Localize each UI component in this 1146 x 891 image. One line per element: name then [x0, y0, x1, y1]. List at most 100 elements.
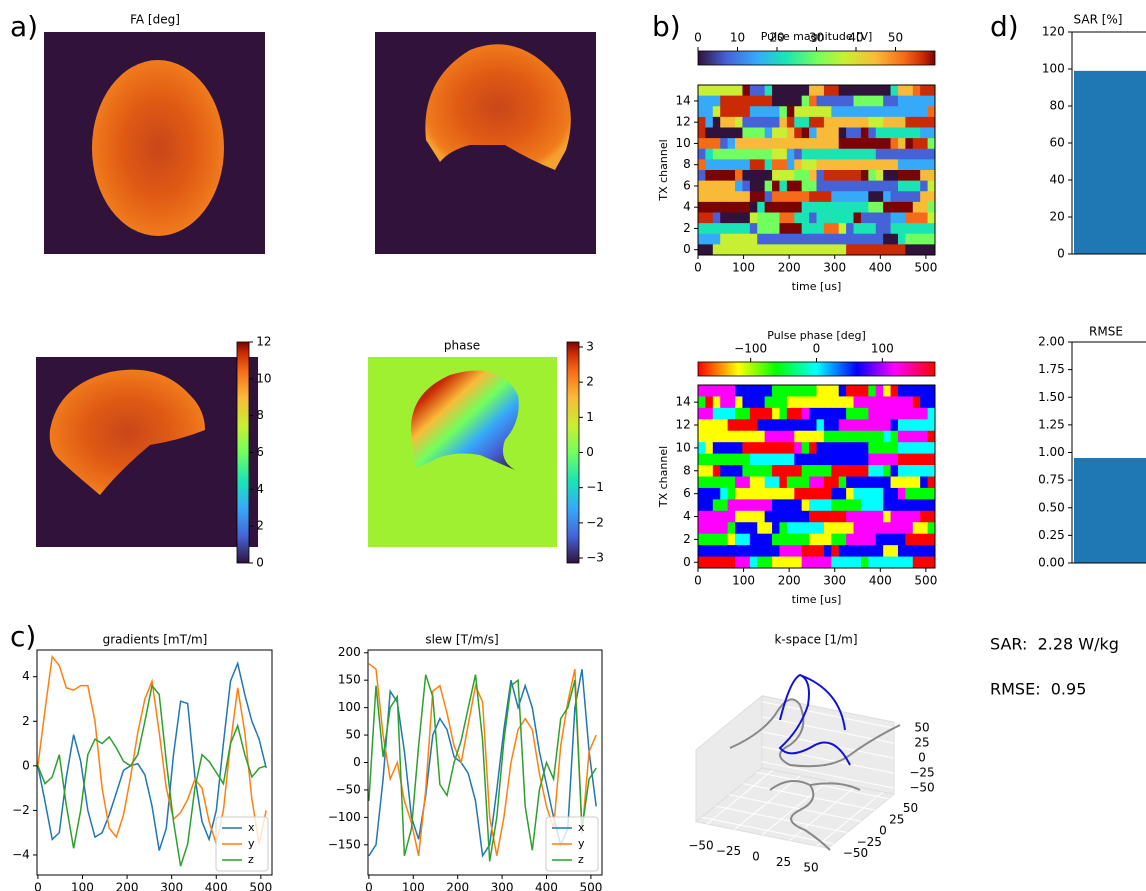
heatmap-texture [735, 465, 743, 477]
heatmap-texture [787, 191, 795, 202]
heatmap-texture [705, 522, 713, 534]
heatmap-texture [720, 499, 728, 511]
heatmap-texture [831, 181, 839, 192]
heatmap-texture [713, 85, 721, 96]
heatmap-texture [728, 202, 736, 213]
heatmap-texture [905, 170, 913, 181]
heatmap-texture [928, 106, 936, 117]
heatmap-texture [735, 454, 743, 466]
heatmap-texture [779, 96, 787, 107]
heatmap-texture [817, 244, 825, 255]
heatmap-texture [817, 396, 825, 408]
heatmap-texture [750, 522, 758, 534]
heatmap-texture [898, 85, 906, 96]
heatmap-texture [698, 234, 706, 245]
heatmap-texture [854, 408, 862, 420]
heatmap-texture [757, 96, 765, 107]
heatmap-texture [720, 128, 728, 139]
heatmap-texture [720, 191, 728, 202]
heatmap-texture [757, 419, 765, 431]
heatmap-texture [802, 477, 810, 489]
heatmap-texture [854, 117, 862, 128]
heatmap-texture [905, 181, 913, 192]
heatmap-texture [928, 170, 936, 181]
heatmap-texture [920, 223, 928, 234]
heatmap-texture [854, 170, 862, 181]
heatmap-texture [802, 465, 810, 477]
heatmap-texture [824, 522, 832, 534]
chart-title: k-space [1/m] [774, 633, 857, 647]
heatmap-texture [846, 128, 854, 139]
heatmap-texture [720, 149, 728, 160]
heatmap-texture [735, 96, 743, 107]
heatmap-texture [928, 223, 936, 234]
heatmap-texture [705, 117, 713, 128]
heatmap-texture [928, 522, 936, 534]
heatmap-texture [928, 431, 936, 443]
x-tick-label: 500 [914, 260, 937, 274]
heatmap-texture [802, 128, 810, 139]
y-tick-label: 6 [256, 445, 264, 459]
heatmap-texture [913, 244, 921, 255]
heatmap-texture [705, 106, 713, 117]
brain-slice [92, 60, 224, 236]
heatmap-texture [713, 499, 721, 511]
heatmap-texture [713, 465, 721, 477]
heatmap-texture [802, 96, 810, 107]
heatmap-texture [913, 385, 921, 397]
heatmap-texture [817, 557, 825, 569]
heatmap-texture [720, 85, 728, 96]
heatmap-texture [824, 557, 832, 569]
heatmap-texture [861, 431, 869, 443]
heatmap-texture [772, 534, 780, 546]
heatmap-texture [876, 534, 884, 546]
heatmap-texture [905, 244, 913, 255]
heatmap-texture [891, 511, 899, 523]
heatmap-texture [735, 511, 743, 523]
heatmap-texture [728, 223, 736, 234]
heatmap-texture [705, 128, 713, 139]
panel-label: d) [990, 10, 1019, 43]
heatmap-texture [742, 181, 750, 192]
heatmap-texture [854, 499, 862, 511]
heatmap-texture [920, 170, 928, 181]
heatmap-texture [861, 170, 869, 181]
heatmap-texture [735, 442, 743, 454]
heatmap-texture [705, 181, 713, 192]
heatmap-texture [757, 522, 765, 534]
heatmap-texture [720, 234, 728, 245]
heatmap-texture [891, 191, 899, 202]
heatmap-texture [772, 128, 780, 139]
heatmap-texture [913, 159, 921, 170]
heatmap-texture [846, 522, 854, 534]
heatmap-texture [794, 106, 802, 117]
heatmap-texture [868, 170, 876, 181]
heatmap-texture [735, 159, 743, 170]
heatmap-texture [779, 431, 787, 443]
heatmap-texture [861, 202, 869, 213]
heatmap-texture [698, 223, 706, 234]
heatmap-texture [794, 499, 802, 511]
heatmap-texture [854, 223, 862, 234]
heatmap-texture [750, 213, 758, 224]
heatmap-texture [728, 385, 736, 397]
heatmap-texture [742, 557, 750, 569]
heatmap-texture [698, 511, 706, 523]
heatmap-texture [809, 159, 817, 170]
heatmap-texture [920, 545, 928, 557]
heatmap-texture [883, 499, 891, 511]
heatmap-texture [809, 431, 817, 443]
heatmap-texture [742, 223, 750, 234]
x-tick-label: 500 [914, 573, 937, 587]
heatmap-texture [787, 385, 795, 397]
heatmap-texture [735, 488, 743, 500]
heatmap-texture [905, 213, 913, 224]
heatmap-texture [728, 557, 736, 569]
heatmap-texture [868, 385, 876, 397]
heatmap-texture [757, 454, 765, 466]
heatmap-texture [861, 385, 869, 397]
heatmap-texture [705, 396, 713, 408]
heatmap-texture [713, 477, 721, 489]
heatmap-texture [794, 511, 802, 523]
heatmap-texture [861, 149, 869, 160]
